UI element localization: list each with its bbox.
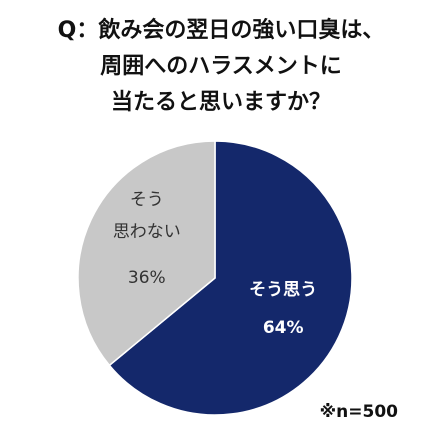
annotation: ※n=500 (319, 402, 398, 422)
value-label: 64% (262, 318, 304, 339)
chart-title: 周囲へのハラスメントに (100, 54, 342, 79)
pie-slice (77, 140, 216, 367)
pie-slice (108, 140, 353, 416)
chart-title: Q：飲み会の翌日の強い口臭は、 (57, 18, 385, 43)
slice-label: そう 思わない (112, 189, 181, 242)
chart-title: 当たると思いますか？ (110, 90, 331, 115)
value-label: 36% (127, 267, 166, 288)
slice-label: そう思う (249, 280, 318, 301)
